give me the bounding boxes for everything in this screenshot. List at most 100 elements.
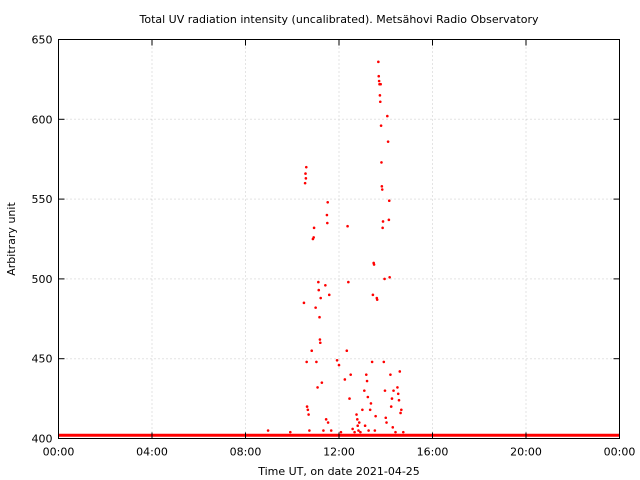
data-point: [305, 360, 308, 364]
data-point: [401, 430, 405, 434]
data-point: [381, 220, 385, 223]
data-point: [372, 263, 376, 266]
x-tick-label: 04:00: [136, 446, 168, 459]
data-point: [387, 199, 391, 202]
data-point: [307, 413, 310, 416]
data-point: [357, 429, 360, 432]
data-point: [363, 424, 367, 428]
data-point: [345, 349, 349, 353]
chart-title: Total UV radiation intensity (uncalibrat…: [139, 13, 539, 26]
data-point: [343, 378, 347, 381]
data-point: [378, 94, 382, 97]
data-point: [306, 408, 310, 412]
x-axis-label: Time UT, on date 2021-04-25: [257, 465, 420, 478]
data-point: [317, 280, 320, 284]
data-point: [391, 426, 395, 429]
data-point: [318, 338, 322, 341]
plot-frame: [58, 39, 620, 439]
x-tick-label: 00:00: [604, 446, 636, 459]
data-point: [359, 430, 362, 434]
data-point: [383, 277, 386, 281]
data-point: [322, 429, 325, 432]
data-point: [302, 301, 306, 305]
data-point: [314, 306, 317, 309]
data-point: [377, 60, 380, 64]
data-point: [347, 280, 350, 284]
data-point: [325, 213, 329, 217]
x-tick-label: 08:00: [230, 446, 262, 459]
data-point: [365, 379, 369, 383]
data-point: [326, 221, 329, 225]
data-point: [389, 405, 393, 408]
data-point: [369, 402, 373, 405]
x-tick-label: 16:00: [417, 446, 449, 459]
x-tick-label: 12:00: [323, 446, 355, 459]
data-point: [303, 181, 307, 185]
data-point: [310, 349, 314, 353]
data-point: [366, 395, 370, 399]
data-point: [320, 381, 324, 384]
data-point: [326, 421, 330, 424]
data-point: [316, 386, 319, 389]
data-point: [327, 293, 331, 297]
y-tick-label: 450: [32, 353, 53, 366]
data-point: [324, 283, 327, 287]
data-point: [387, 218, 391, 222]
data-point: [378, 100, 382, 104]
data-point: [351, 427, 354, 431]
x-tick-label: 00:00: [43, 446, 75, 459]
data-point: [335, 358, 339, 362]
data-point: [380, 188, 384, 191]
data-point: [379, 82, 382, 86]
data-point: [304, 177, 308, 180]
data-point: [364, 373, 368, 376]
grid: [58, 39, 620, 439]
data-point: [390, 397, 394, 400]
data-point: [305, 405, 309, 408]
data-point: [368, 408, 372, 412]
data-point: [370, 360, 374, 364]
data-point: [374, 414, 377, 418]
data-point: [315, 360, 318, 364]
y-tick-label: 600: [32, 113, 53, 126]
data-point: [380, 185, 384, 188]
data-point: [317, 288, 321, 292]
data-point: [326, 200, 330, 204]
data-point: [363, 389, 366, 392]
data-point: [355, 413, 358, 416]
data-point: [319, 341, 322, 345]
data-point: [386, 140, 390, 143]
data-point: [353, 430, 356, 434]
data-point: [308, 429, 311, 432]
data-point: [383, 389, 387, 392]
data-point: [337, 363, 341, 367]
data-point: [384, 416, 388, 420]
y-tick-label: 500: [32, 273, 53, 286]
data-point: [379, 124, 383, 127]
data-point: [367, 429, 370, 432]
y-axis-label: Arbitrary unit: [5, 202, 18, 276]
data-point: [319, 296, 322, 300]
data-point: [394, 430, 397, 434]
data-point: [312, 236, 315, 239]
y-tick-label: 400: [32, 433, 53, 446]
data-point: [356, 424, 360, 428]
data-point: [388, 276, 391, 279]
data-point: [377, 79, 381, 83]
data-point: [386, 114, 389, 118]
data-point: [348, 397, 351, 400]
data-point: [356, 418, 359, 421]
data-point: [329, 429, 333, 432]
data-point: [318, 315, 321, 319]
data-point: [312, 226, 316, 230]
data-point: [399, 411, 402, 415]
data-point: [339, 430, 343, 434]
data-point: [357, 421, 361, 424]
data-point: [396, 392, 400, 396]
data-point: [361, 408, 364, 412]
data-point: [304, 165, 308, 169]
data-point: [373, 429, 377, 432]
data-point: [375, 298, 379, 301]
data-point: [304, 172, 307, 175]
